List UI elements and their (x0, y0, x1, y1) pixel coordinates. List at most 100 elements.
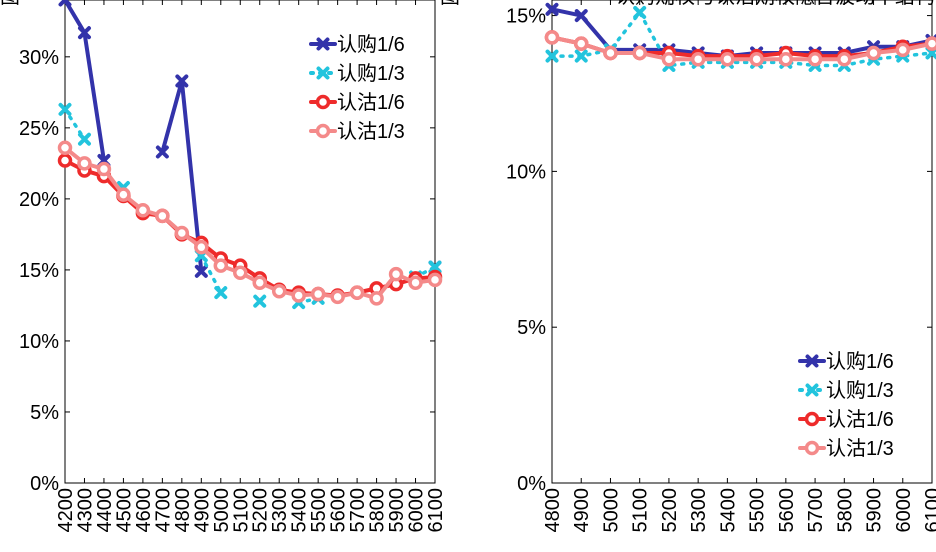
data-point (174, 225, 190, 241)
data-point (369, 291, 384, 306)
x-tick-label: 5800 (834, 488, 856, 533)
data-point (349, 285, 365, 300)
y-tick-label: 30% (19, 47, 59, 69)
data-point (57, 140, 73, 155)
series-line (63, 158, 437, 298)
data-point (807, 51, 823, 67)
x-tick-label: 6000 (406, 488, 428, 533)
x-tick-label: 5300 (688, 488, 710, 533)
legend-entry: 认沽1/6 (309, 91, 405, 114)
x-tick-label: 5500 (747, 488, 769, 533)
x-tick-label: 5900 (864, 488, 886, 533)
x-tick-label: 5900 (386, 488, 408, 533)
legend-label: 认购1/6 (337, 33, 405, 56)
clipped-title-strip: 图 图 认购期权与认沽期权隐含波动率结构对 (0, 0, 936, 8)
legend: 认购1/6 认购1/3 认沽1/6 认沽1/3 (309, 33, 405, 143)
data-point (194, 264, 208, 278)
legend-entry: 认购1/6 (798, 350, 894, 373)
data-point (271, 283, 287, 299)
data-point (58, 0, 72, 7)
data-point (175, 74, 189, 88)
legend-entry: 认购1/3 (309, 62, 405, 85)
x-tick-label: 4800 (542, 488, 564, 533)
x-tick-label: 6100 (922, 488, 936, 533)
data-point (77, 26, 91, 40)
legend-label: 认沽1/6 (826, 408, 894, 431)
data-point (408, 275, 423, 290)
y-tick-label: 15% (19, 260, 59, 282)
x-tick-label: 4400 (94, 488, 116, 533)
data-point (310, 286, 326, 302)
data-point (253, 294, 267, 308)
y-tick-label: 5% (30, 402, 59, 424)
y-tick-label: 15% (506, 6, 546, 28)
data-point (116, 187, 131, 202)
data-point (214, 286, 228, 300)
legend-marker (805, 354, 819, 368)
series-line (199, 253, 223, 295)
y-tick-label: 25% (19, 118, 59, 140)
data-point (388, 266, 404, 282)
legend-marker (804, 411, 820, 427)
data-point (633, 5, 647, 19)
x-tick-label: 5600 (328, 488, 350, 533)
legend-entry: 认购1/3 (798, 379, 894, 402)
data-point (77, 132, 91, 146)
x-tick-label: 4200 (55, 488, 77, 533)
data-point (573, 36, 589, 51)
x-tick-label: 5600 (776, 488, 798, 533)
data-point (778, 51, 794, 67)
x-tick-label: 6000 (893, 488, 915, 533)
legend-label: 认购1/3 (826, 379, 894, 402)
legend-label: 认沽1/3 (826, 437, 894, 460)
y-tick-label: 10% (19, 331, 59, 353)
y-tick-label: 0% (30, 473, 59, 495)
data-point (661, 51, 677, 67)
data-point (428, 260, 442, 274)
right-title-fragment: 认购期权与认沽期权隐含波动率结构对 (615, 0, 936, 8)
middle-title-fragment: 图 (440, 0, 460, 8)
x-tick-label: 5000 (600, 488, 622, 533)
x-tick-label: 4500 (113, 488, 135, 533)
data-point (924, 36, 936, 51)
x-tick-label: 4800 (172, 488, 194, 533)
data-point (545, 49, 559, 63)
left-iv-chart: 0%5%10%15%20%25%30%420043004400450046004… (19, 0, 447, 533)
series-line (63, 145, 437, 301)
data-point (233, 265, 248, 281)
plot-frame (551, 0, 933, 484)
data-point (155, 145, 169, 159)
y-tick-label: 0% (517, 473, 546, 495)
right-iv-chart: 0% 5% 10% 15% 4800 4900 5000 5100 5200 5300 5400 55… (506, 0, 936, 533)
x-tick-label: 5400 (717, 488, 739, 533)
x-tick-label: 5800 (367, 488, 389, 533)
x-tick-label: 5000 (211, 488, 233, 533)
legend-marker (315, 123, 331, 139)
data-point (749, 51, 764, 67)
x-tick-label: 4300 (74, 488, 96, 533)
legend-entry: 认购1/6 (309, 33, 405, 56)
x-tick-label: 4900 (571, 488, 593, 533)
data-point (720, 51, 735, 67)
data-point (155, 208, 170, 224)
legend-marker (805, 383, 819, 397)
legend-label: 认购1/6 (826, 350, 894, 373)
legend-entry: 认沽1/3 (798, 437, 894, 460)
plot-frame (64, 0, 436, 484)
data-point (574, 49, 588, 63)
x-tick-label: 4900 (191, 488, 213, 533)
x-tick-label: 5500 (308, 488, 330, 533)
data-point (603, 45, 618, 61)
data-point (96, 161, 112, 177)
x-tick-label: 4700 (152, 488, 174, 533)
data-point (632, 45, 647, 61)
data-point (135, 202, 151, 218)
x-tick-label: 5300 (269, 488, 291, 533)
legend-marker (316, 37, 330, 51)
data-point (330, 289, 345, 305)
data-point (690, 51, 706, 67)
data-point (544, 30, 560, 45)
x-tick-label: 6100 (425, 488, 447, 533)
data-point (574, 9, 588, 23)
